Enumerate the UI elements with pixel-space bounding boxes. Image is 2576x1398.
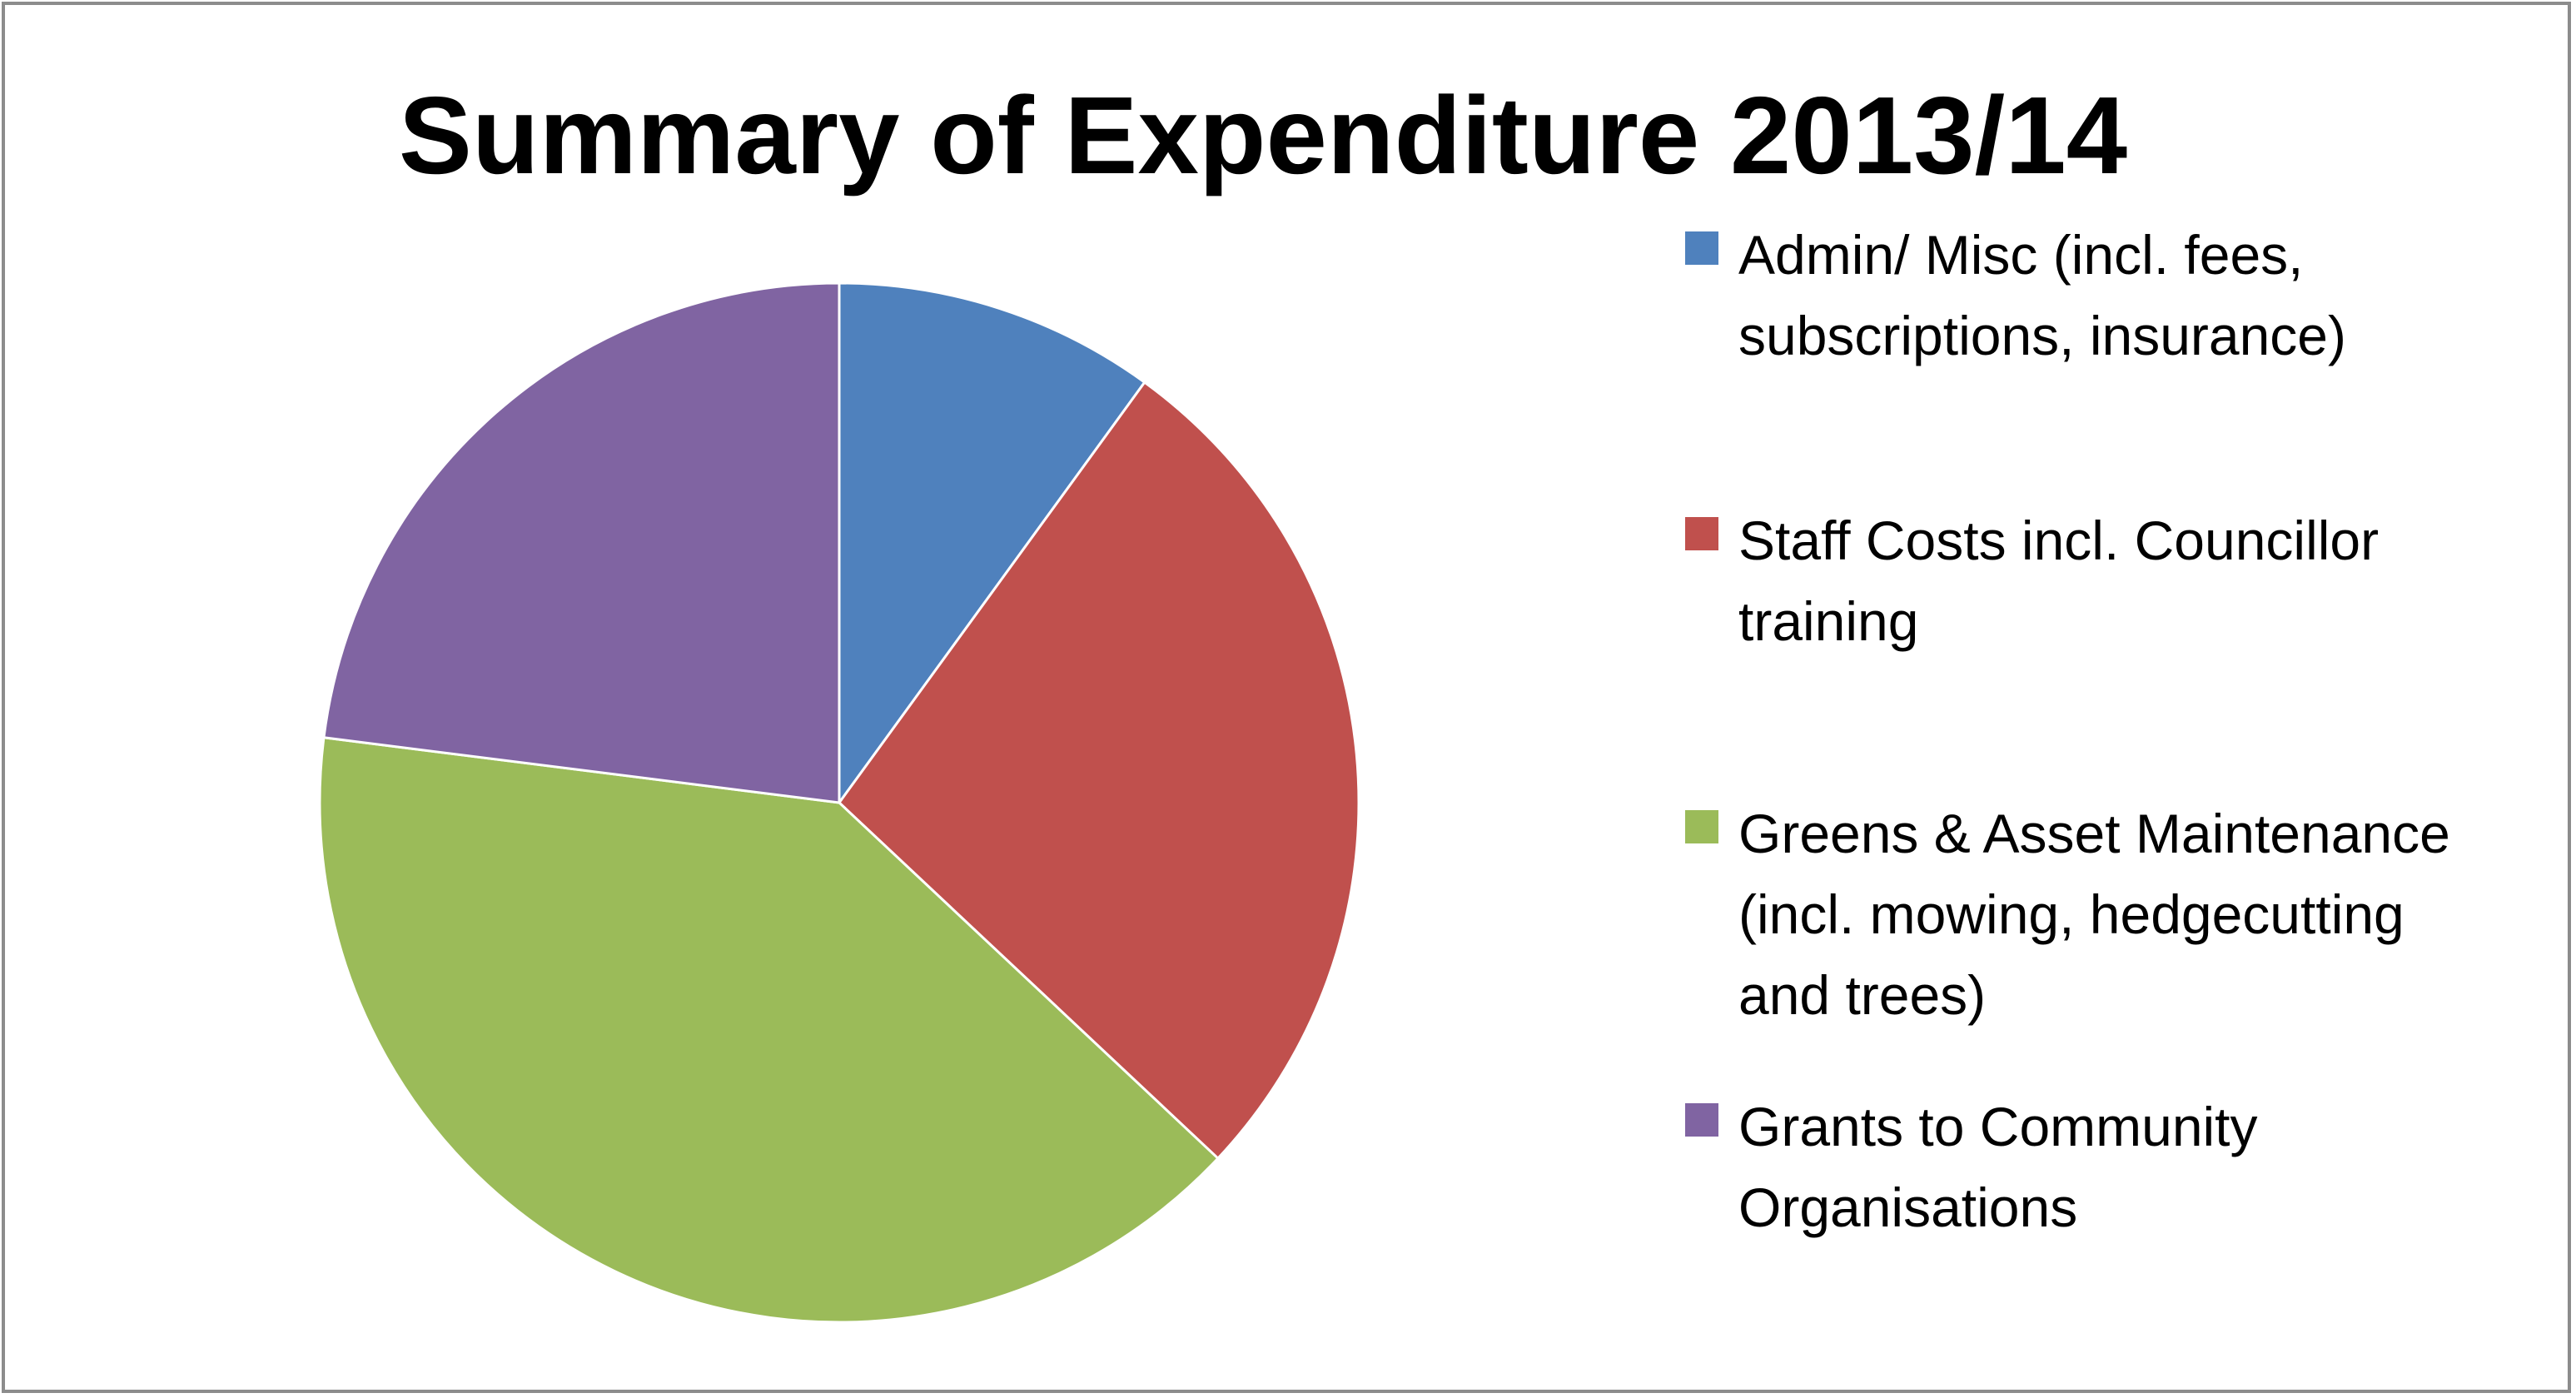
legend-label-grants: Grants to Community Organisations — [1738, 1096, 2258, 1238]
legend: Admin/ Misc (incl. fees, subscriptions, … — [1685, 0, 2568, 1398]
legend-label-admin: Admin/ Misc (incl. fees, subscriptions, … — [1738, 224, 2346, 366]
legend-swatch-staff-costs — [1685, 517, 1718, 550]
pie-slice-greens-maintenance — [318, 736, 1220, 1324]
legend-swatch-greens-maintenance — [1685, 810, 1718, 843]
legend-label-greens-maintenance: Greens & Asset Maintenance (incl. mowing… — [1738, 803, 2450, 1026]
legend-label-staff-costs: Staff Costs incl. Councillor training — [1738, 510, 2380, 652]
chart-title: Summary of Expenditure 2013/14 — [398, 74, 2128, 197]
legend-swatch-grants — [1685, 1103, 1718, 1137]
pie-slice-grants — [322, 281, 841, 804]
legend-swatch-admin — [1685, 231, 1718, 265]
pie-slice-admin — [838, 281, 1146, 804]
pie-slice-staff-costs — [838, 381, 1360, 1160]
